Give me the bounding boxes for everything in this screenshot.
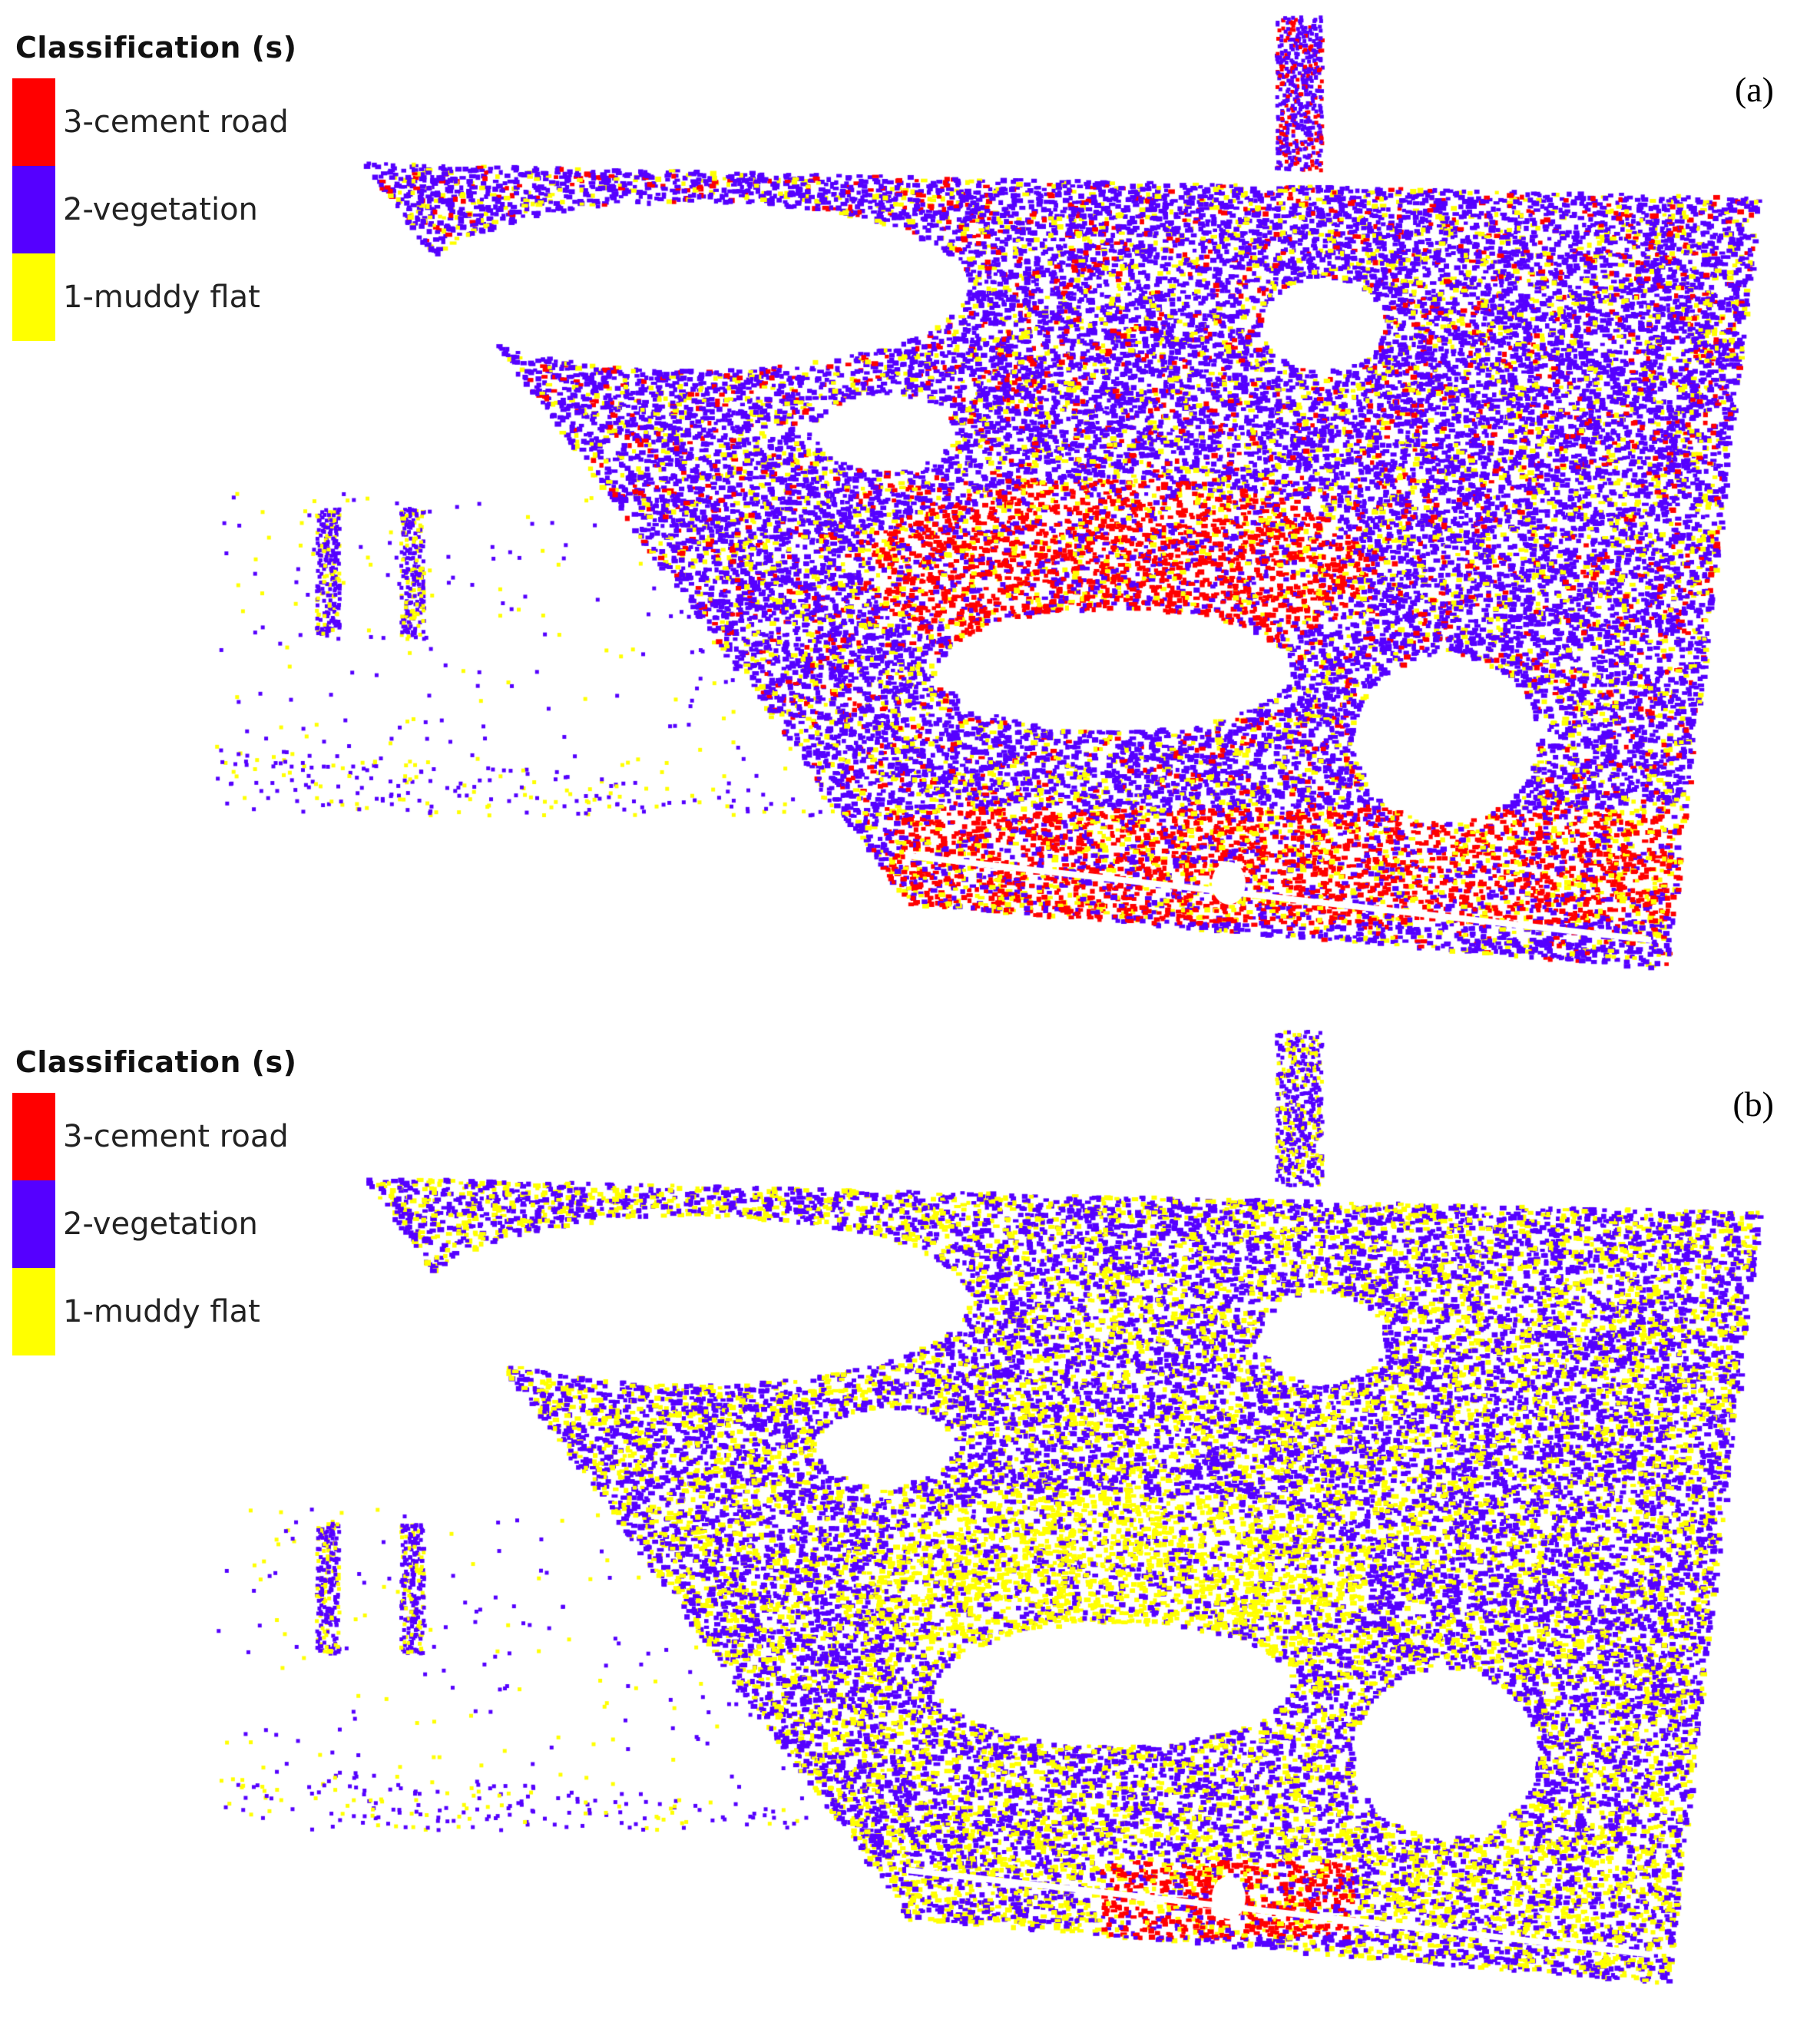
legend-b: Classification (s) 3-cement road 2-veget…: [12, 1045, 335, 1355]
muddy-flat-swatch: [12, 253, 55, 341]
cement-road-swatch: [12, 1093, 55, 1180]
legend-item-cement-road: 3-cement road: [12, 78, 335, 166]
legend-label: 2-vegetation: [63, 192, 258, 227]
legend-title: Classification (s): [15, 1045, 297, 1079]
legend-item-vegetation: 2-vegetation: [12, 1180, 335, 1268]
legend-label: 1-muddy flat: [63, 280, 260, 315]
legend-item-muddy-flat: 1-muddy flat: [12, 253, 335, 341]
legend-label: 3-cement road: [63, 104, 289, 140]
cement-road-swatch: [12, 78, 55, 166]
legend-item-muddy-flat: 1-muddy flat: [12, 1268, 335, 1355]
legend-title: Classification (s): [15, 31, 297, 65]
point-cloud-a: [0, 0, 1820, 1014]
point-cloud-b: [0, 1014, 1820, 2029]
legend-item-cement-road: 3-cement road: [12, 1093, 335, 1180]
vegetation-swatch: [12, 166, 55, 253]
legend-label: 1-muddy flat: [63, 1294, 260, 1329]
legend-a: Classification (s) 3-cement road 2-veget…: [12, 31, 335, 341]
legend-label: 3-cement road: [63, 1119, 289, 1154]
legend-label: 2-vegetation: [63, 1206, 258, 1242]
muddy-flat-swatch: [12, 1268, 55, 1355]
panel-label-b: (b): [1732, 1084, 1774, 1124]
vegetation-swatch: [12, 1180, 55, 1268]
panel-a: Classification (s) 3-cement road 2-veget…: [0, 0, 1820, 1014]
panel-b: Classification (s) 3-cement road 2-veget…: [0, 1014, 1820, 2029]
legend-item-vegetation: 2-vegetation: [12, 166, 335, 253]
panel-label-a: (a): [1734, 70, 1774, 109]
